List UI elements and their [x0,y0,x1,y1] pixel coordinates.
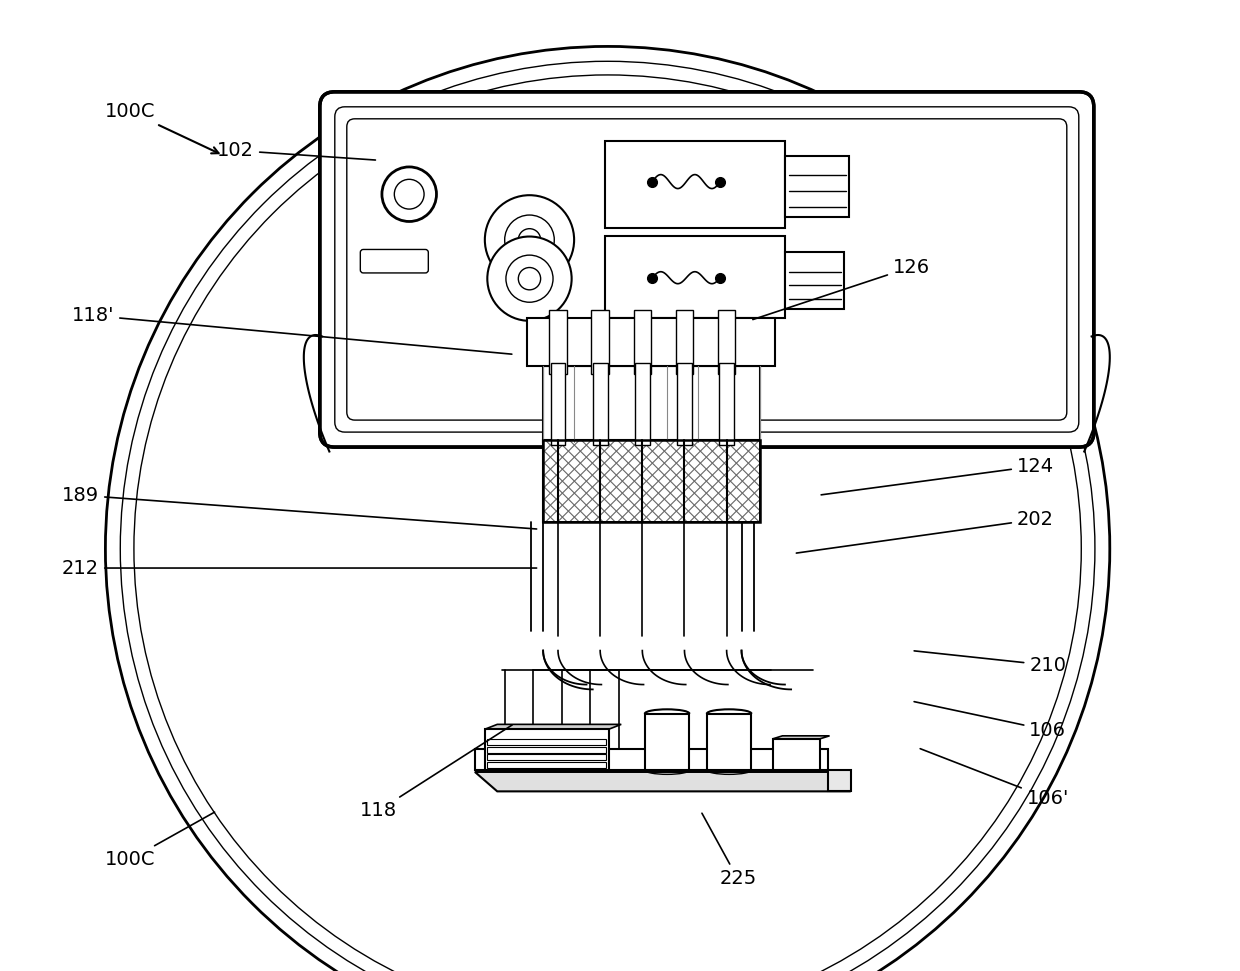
Bar [677,363,692,445]
Bar [543,440,760,522]
Bar [707,714,751,770]
Bar [485,729,609,770]
Bar [475,749,828,770]
Bar [645,714,689,770]
Bar [605,141,785,228]
Bar [527,318,775,366]
Text: 212: 212 [62,558,537,578]
Text: 106': 106' [920,749,1069,808]
Bar [543,366,760,442]
Polygon shape [773,736,830,739]
Bar [676,310,693,374]
Bar [544,441,759,521]
Text: 124: 124 [821,456,1054,495]
Bar [487,739,606,745]
Circle shape [487,237,572,320]
Bar [487,754,606,760]
Circle shape [518,229,541,251]
Bar [549,310,567,374]
Bar [718,310,735,374]
Bar [551,363,565,445]
Bar [543,440,760,522]
FancyBboxPatch shape [320,92,1094,447]
Bar [605,236,785,318]
Bar [634,310,651,374]
FancyBboxPatch shape [327,100,1086,439]
Bar [593,363,608,445]
Bar [487,747,606,753]
Text: 100C: 100C [105,102,218,153]
Text: 100C: 100C [105,812,215,869]
Text: 118: 118 [360,725,512,820]
Circle shape [518,268,541,289]
Text: 102: 102 [217,141,376,160]
Bar [591,310,609,374]
Circle shape [505,215,554,265]
Text: 126: 126 [753,257,930,319]
Polygon shape [485,724,621,729]
Bar [719,363,734,445]
Circle shape [506,255,553,302]
Text: 225: 225 [702,814,756,888]
Bar [635,363,650,445]
Circle shape [382,167,436,221]
Bar [773,739,820,770]
Bar [785,252,844,309]
Text: 189: 189 [62,486,537,529]
Text: 202: 202 [796,510,1054,553]
Polygon shape [828,770,851,791]
Bar [785,156,849,217]
Circle shape [485,195,574,285]
FancyBboxPatch shape [361,250,428,273]
Polygon shape [475,772,851,791]
Circle shape [394,180,424,209]
Bar [487,762,606,768]
Text: 118': 118' [72,306,512,354]
Text: 210: 210 [914,651,1066,675]
Text: 106: 106 [914,702,1066,740]
